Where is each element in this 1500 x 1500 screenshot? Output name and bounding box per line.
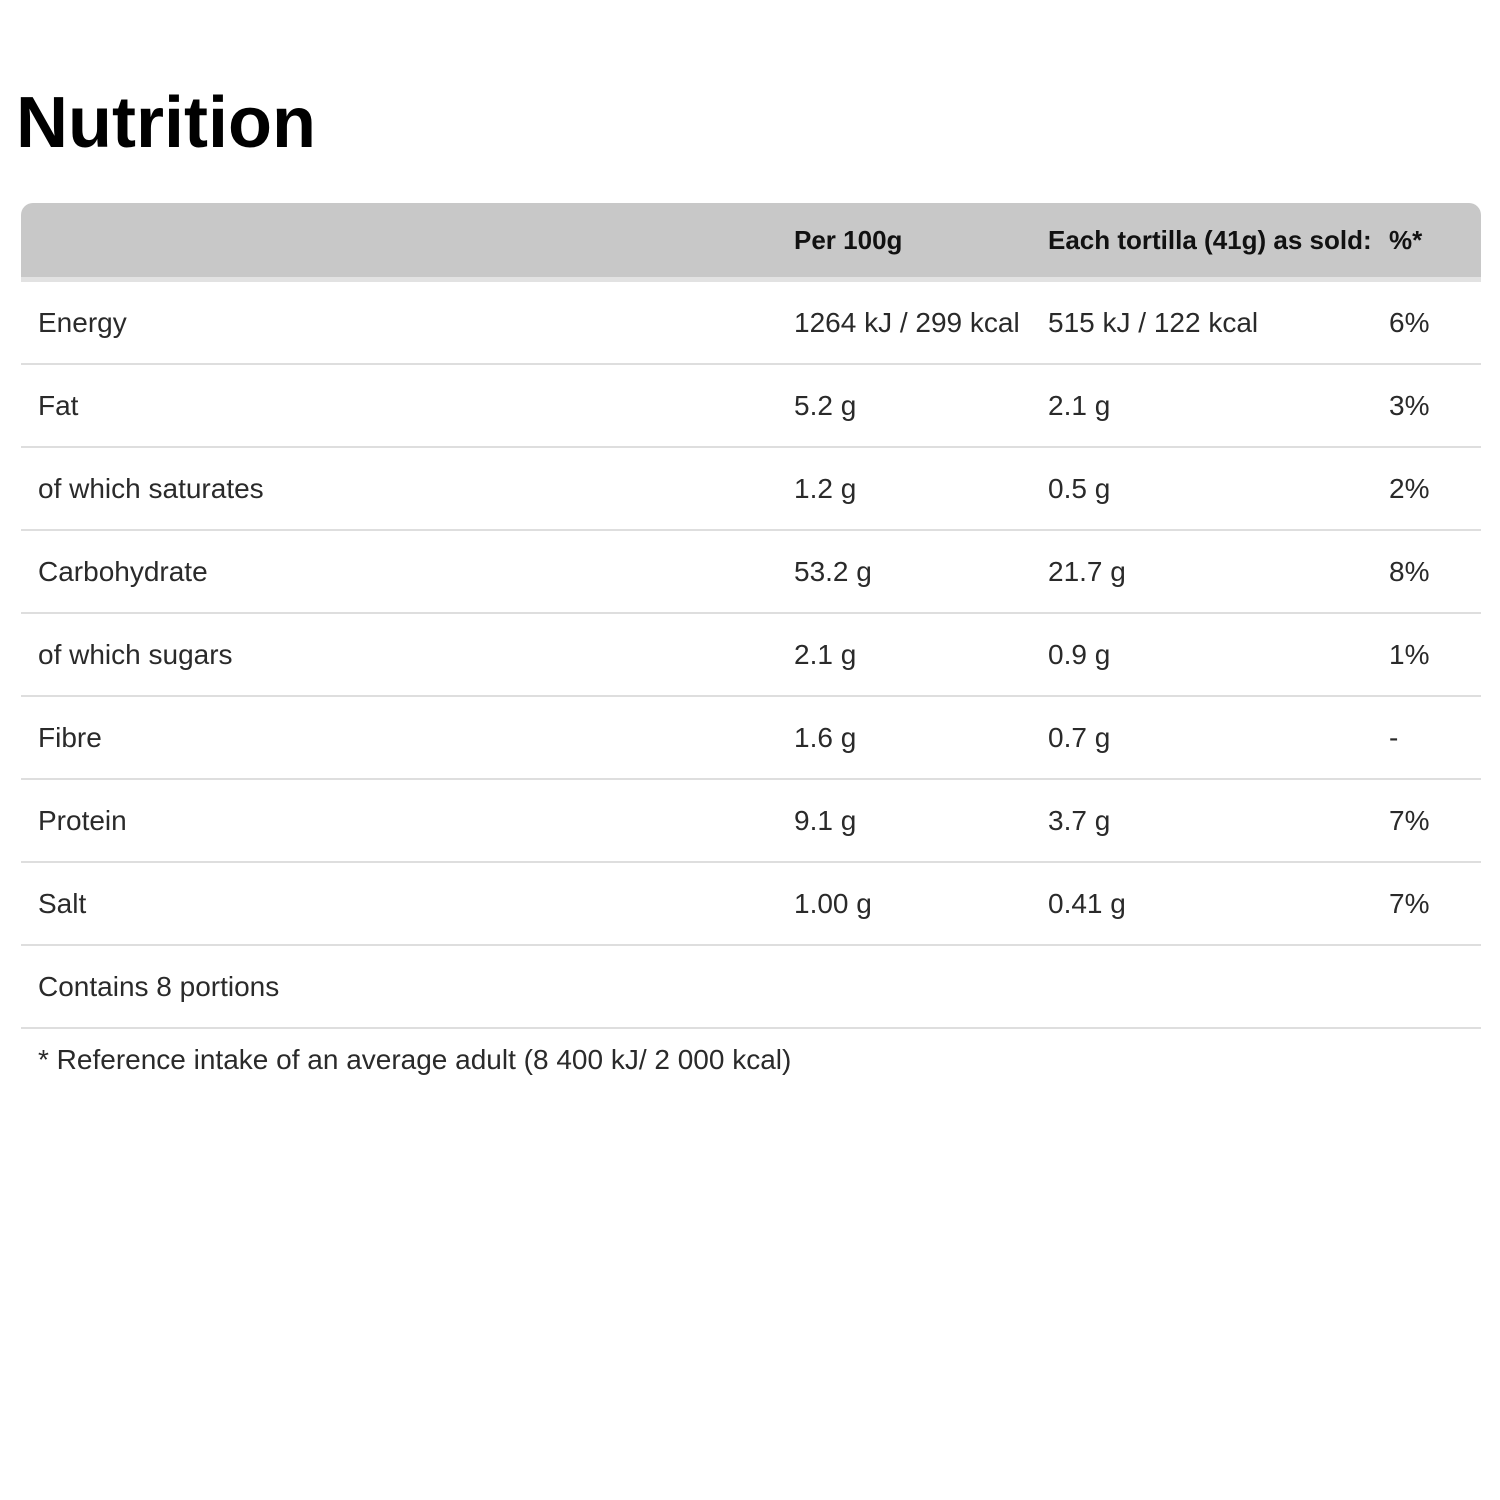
table-row: Fat 5.2 g 2.1 g 3% <box>21 364 1481 448</box>
reference-intake-percent: 6% <box>1389 279 1481 365</box>
nutrient-name: of which saturates <box>21 447 794 531</box>
nutrient-name: Salt <box>21 862 794 946</box>
per-tortilla-value: 3.7 g <box>1048 779 1389 863</box>
table-header-row: Per 100g Each tortilla (41g) as sold: %* <box>21 203 1481 282</box>
per-100g-value: 53.2 g <box>794 530 1048 614</box>
reference-intake-percent: 7% <box>1389 862 1481 946</box>
per-100g-value: 1.2 g <box>794 447 1048 531</box>
nutrition-table: Per 100g Each tortilla (41g) as sold: %*… <box>21 203 1481 1029</box>
header-reference-intake: %* <box>1389 203 1481 282</box>
header-nutrient <box>21 203 794 282</box>
nutrient-name: Energy <box>21 279 794 365</box>
per-tortilla-value: 0.9 g <box>1048 613 1389 697</box>
reference-intake-percent: 2% <box>1389 447 1481 531</box>
per-100g-value: 5.2 g <box>794 364 1048 448</box>
reference-intake-percent: - <box>1389 696 1481 780</box>
per-100g-value: 1264 kJ / 299 kcal <box>794 279 1048 365</box>
table-row: Protein 9.1 g 3.7 g 7% <box>21 779 1481 863</box>
table-row: of which sugars 2.1 g 0.9 g 1% <box>21 613 1481 697</box>
per-tortilla-value: 0.41 g <box>1048 862 1389 946</box>
table-row: Salt 1.00 g 0.41 g 7% <box>21 862 1481 946</box>
nutrient-name: of which sugars <box>21 613 794 697</box>
reference-intake-footnote: * Reference intake of an average adult (… <box>38 1044 792 1075</box>
nutrient-name: Fibre <box>21 696 794 780</box>
per-100g-value: 1.6 g <box>794 696 1048 780</box>
reference-intake-percent: 7% <box>1389 779 1481 863</box>
portions-row: Contains 8 portions <box>21 945 1481 1029</box>
reference-intake-percent: 3% <box>1389 364 1481 448</box>
table-row: Carbohydrate 53.2 g 21.7 g 8% <box>21 530 1481 614</box>
per-100g-value: 1.00 g <box>794 862 1048 946</box>
nutrient-name: Fat <box>21 364 794 448</box>
header-per-100g: Per 100g <box>794 203 1048 282</box>
page-title: Nutrition <box>16 83 316 163</box>
table-row: Energy 1264 kJ / 299 kcal 515 kJ / 122 k… <box>21 279 1481 365</box>
reference-intake-percent: 8% <box>1389 530 1481 614</box>
table-row: Fibre 1.6 g 0.7 g - <box>21 696 1481 780</box>
per-tortilla-value: 0.7 g <box>1048 696 1389 780</box>
per-100g-value: 9.1 g <box>794 779 1048 863</box>
per-tortilla-value: 2.1 g <box>1048 364 1389 448</box>
per-tortilla-value: 515 kJ / 122 kcal <box>1048 279 1389 365</box>
nutrient-name: Carbohydrate <box>21 530 794 614</box>
table-row: of which saturates 1.2 g 0.5 g 2% <box>21 447 1481 531</box>
header-each-tortilla: Each tortilla (41g) as sold: <box>1048 203 1389 282</box>
per-tortilla-value: 21.7 g <box>1048 530 1389 614</box>
per-tortilla-value: 0.5 g <box>1048 447 1389 531</box>
per-100g-value: 2.1 g <box>794 613 1048 697</box>
reference-intake-percent: 1% <box>1389 613 1481 697</box>
portions-count: Contains 8 portions <box>21 945 1481 1029</box>
nutrient-name: Protein <box>21 779 794 863</box>
